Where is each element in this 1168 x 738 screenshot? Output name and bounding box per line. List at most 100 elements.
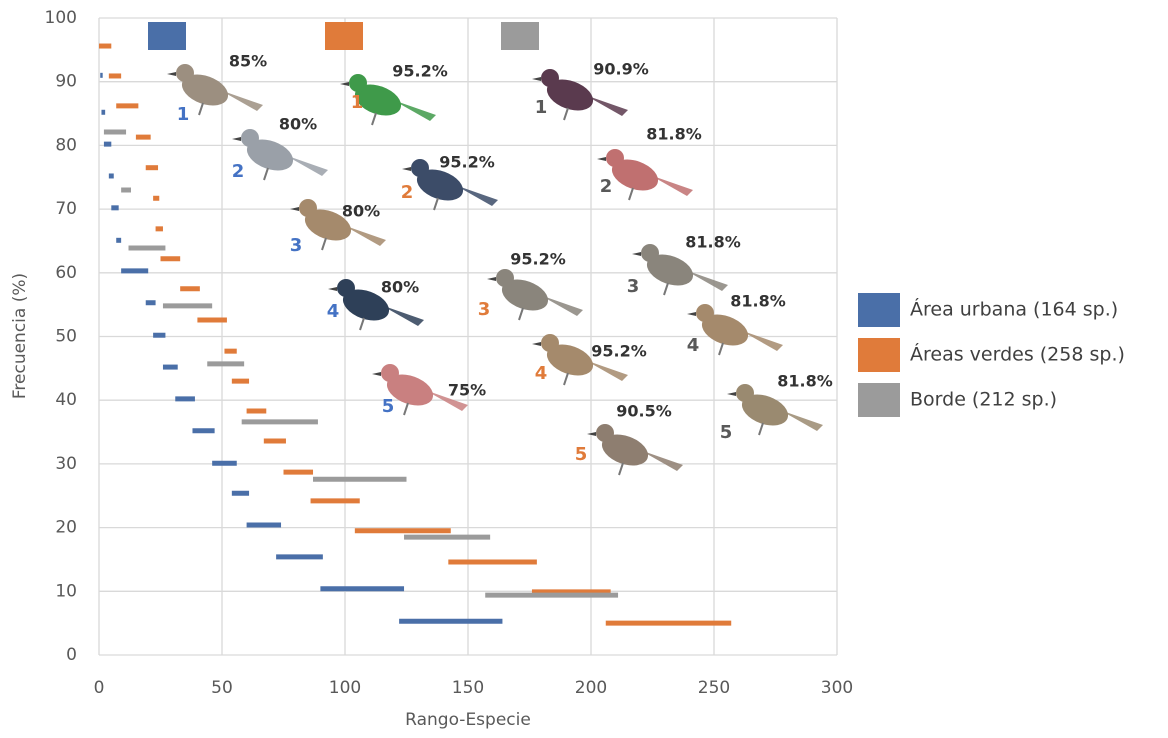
percentage-label: 80% [381, 278, 419, 297]
percentage-label: 81.8% [730, 292, 786, 311]
rank-label: 4 [327, 301, 340, 322]
rank-label: 4 [535, 363, 548, 384]
x-tick-label: 0 [94, 678, 105, 698]
bird-beak [232, 137, 241, 141]
legend-swatch [858, 383, 900, 417]
x-tick-label: 250 [698, 678, 730, 698]
bird-head [606, 149, 624, 167]
y-tick-label: 40 [55, 390, 77, 410]
percentage-label: 95.2% [392, 62, 448, 81]
bird-head [541, 69, 559, 87]
x-tick-label: 200 [575, 678, 607, 698]
bird-beak [402, 167, 411, 171]
bird-beak [290, 207, 299, 211]
bird-head [641, 244, 659, 262]
bird-leg [564, 108, 568, 120]
percentage-label: 85% [229, 52, 267, 71]
bird-head [736, 384, 754, 402]
rank-label: 5 [382, 396, 395, 417]
bird-head [176, 64, 194, 82]
percentage-label: 90.9% [593, 60, 649, 79]
bird-illustration [687, 304, 783, 355]
bird-head [496, 269, 514, 287]
bird-illustration [727, 384, 823, 435]
bird-beak [727, 392, 736, 396]
rank-label: 1 [535, 97, 548, 118]
bird-leg [360, 318, 364, 330]
rank-label: 3 [478, 299, 491, 320]
y-tick-label: 80 [55, 135, 77, 155]
bird-beak [372, 372, 381, 376]
bird-leg [372, 113, 376, 125]
bird-beak [597, 157, 606, 161]
y-tick-label: 100 [45, 8, 77, 28]
y-tick-label: 60 [55, 263, 77, 283]
bird-leg [619, 463, 623, 475]
legend-label: Borde (212 sp.) [910, 389, 1057, 411]
percentage-label: 75% [448, 381, 486, 400]
rank-label: 3 [290, 235, 303, 256]
bird-head [696, 304, 714, 322]
bird-leg [404, 403, 408, 415]
y-axis-label: Frecuencia (%) [10, 273, 30, 399]
rank-label: 1 [177, 104, 190, 125]
bird-beak [687, 312, 696, 316]
y-tick-label: 10 [55, 581, 77, 601]
y-tick-label: 30 [55, 454, 77, 474]
y-tick-label: 0 [66, 645, 77, 665]
bird-beak [487, 277, 496, 281]
bird-beak [167, 72, 176, 76]
legend-label: Área urbana (164 sp.) [910, 298, 1118, 321]
percentage-label: 80% [279, 115, 317, 134]
y-tick-label: 70 [55, 199, 77, 219]
bird-leg [322, 238, 326, 250]
bird-beak [632, 252, 641, 256]
bird-illustration [232, 129, 328, 180]
percentage-label: 81.8% [646, 125, 702, 144]
legend-swatch [858, 293, 900, 327]
bird-leg [719, 343, 723, 355]
percentage-label: 95.2% [591, 342, 647, 361]
chart: Rango-Especie Frecuencia (%) 01020304050… [0, 0, 1168, 738]
percentage-label: 95.2% [439, 153, 495, 172]
series-swatch [501, 22, 539, 50]
percentage-label: 81.8% [777, 372, 833, 391]
bird-leg [664, 283, 668, 295]
percentage-label: 81.8% [685, 233, 741, 252]
x-tick-label: 150 [452, 678, 484, 698]
rank-label: 2 [401, 182, 414, 203]
bird-head [299, 199, 317, 217]
percentage-label: 80% [342, 202, 380, 221]
rank-label: 5 [575, 444, 588, 465]
y-tick-label: 90 [55, 72, 77, 92]
rank-label: 2 [232, 161, 245, 182]
bird-leg [759, 423, 763, 435]
bird-beak [532, 77, 541, 81]
bird-head [596, 424, 614, 442]
bird-leg [199, 103, 203, 115]
rank-label: 5 [720, 422, 733, 443]
rank-label: 2 [600, 176, 613, 197]
x-axis-label: Rango-Especie [405, 710, 531, 730]
percentage-label: 90.5% [616, 402, 672, 421]
bird-illustration [487, 269, 583, 320]
rank-label: 3 [627, 276, 640, 297]
y-tick-label: 50 [55, 327, 77, 347]
bird-beak [532, 342, 541, 346]
bird-leg [434, 198, 438, 210]
bird-head [349, 74, 367, 92]
x-tick-label: 300 [821, 678, 853, 698]
rank-label: 4 [687, 335, 700, 356]
bird-leg [264, 168, 268, 180]
y-tick-label: 20 [55, 518, 77, 538]
bird-head [411, 159, 429, 177]
bird-head [337, 279, 355, 297]
bird-beak [328, 287, 337, 291]
percentage-label: 95.2% [510, 250, 566, 269]
bird-leg [519, 308, 523, 320]
bird-leg [564, 373, 568, 385]
legend-label: Áreas verdes (258 sp.) [910, 343, 1125, 366]
legend-swatch [858, 338, 900, 372]
bird-head [381, 364, 399, 382]
bird-illustration [587, 424, 683, 475]
